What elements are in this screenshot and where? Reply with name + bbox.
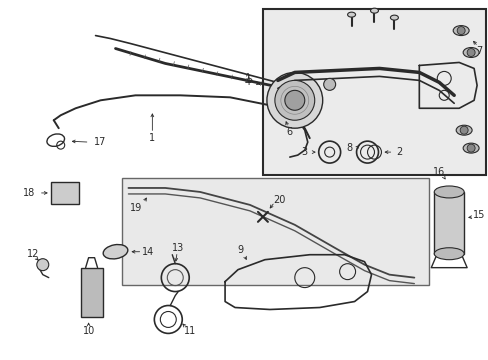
Ellipse shape: [462, 48, 478, 58]
Circle shape: [323, 78, 335, 90]
Circle shape: [466, 144, 474, 152]
Circle shape: [285, 90, 304, 110]
Text: 15: 15: [472, 210, 484, 220]
Text: 18: 18: [22, 188, 35, 198]
Text: 13: 13: [172, 243, 184, 253]
Ellipse shape: [389, 15, 398, 20]
Text: 9: 9: [237, 245, 243, 255]
Bar: [263, 9, 485, 175]
Circle shape: [459, 126, 467, 134]
Text: 20: 20: [273, 195, 285, 205]
Ellipse shape: [452, 26, 468, 36]
Ellipse shape: [370, 8, 378, 13]
Text: 10: 10: [82, 327, 95, 336]
Text: 3: 3: [301, 147, 307, 157]
Ellipse shape: [455, 125, 471, 135]
Circle shape: [274, 80, 314, 120]
Circle shape: [266, 72, 322, 128]
Text: 2: 2: [395, 147, 402, 157]
Text: 6: 6: [286, 127, 292, 137]
Bar: [81, 268, 102, 318]
Bar: [122, 178, 428, 285]
Text: 1: 1: [149, 133, 155, 143]
Text: 12: 12: [26, 249, 39, 259]
Text: 16: 16: [432, 167, 445, 177]
Bar: [51, 182, 79, 204]
Circle shape: [466, 49, 474, 57]
Text: 19: 19: [130, 203, 142, 213]
Text: 4: 4: [244, 77, 250, 87]
Bar: [433, 192, 463, 254]
Circle shape: [456, 27, 464, 35]
Text: 11: 11: [183, 327, 196, 336]
Ellipse shape: [462, 143, 478, 153]
Text: 5: 5: [245, 75, 252, 85]
Text: 17: 17: [94, 137, 106, 147]
Ellipse shape: [347, 12, 355, 17]
Text: 8: 8: [346, 143, 352, 153]
Text: 14: 14: [142, 247, 154, 257]
Ellipse shape: [103, 244, 127, 259]
Circle shape: [37, 259, 49, 271]
Text: 7: 7: [475, 45, 481, 55]
Ellipse shape: [433, 186, 463, 198]
Ellipse shape: [433, 248, 463, 260]
